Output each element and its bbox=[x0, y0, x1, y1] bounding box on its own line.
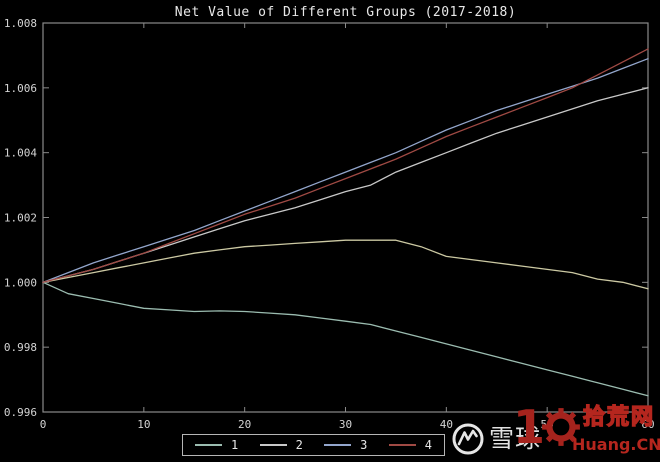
x-tick-label: 0 bbox=[40, 418, 47, 431]
legend-label: 2 bbox=[295, 438, 303, 452]
legend-label: 1 bbox=[231, 438, 239, 452]
legend: 1 2 3 4 bbox=[182, 434, 445, 456]
y-tick-label: 0.996 bbox=[4, 406, 37, 419]
y-tick-label: 1.008 bbox=[4, 17, 37, 30]
plot-border bbox=[42, 22, 649, 413]
legend-item-3: 3 bbox=[324, 439, 367, 451]
x-tick-label: 50 bbox=[541, 418, 554, 431]
legend-line-sample bbox=[195, 444, 222, 446]
series-line-1 bbox=[42, 281, 649, 397]
y-tick-label: 1.006 bbox=[4, 82, 37, 95]
y-tick-label: 1.002 bbox=[4, 212, 37, 225]
y-tick-label: 1.004 bbox=[4, 147, 37, 160]
x-tick-label: 30 bbox=[339, 418, 352, 431]
x-tick-label: 10 bbox=[137, 418, 150, 431]
x-tick-label: 40 bbox=[440, 418, 453, 431]
legend-label: 4 bbox=[424, 438, 432, 452]
x-tick-label: 60 bbox=[641, 418, 654, 431]
series-line-3 bbox=[42, 58, 649, 283]
y-tick-label: 1.000 bbox=[4, 276, 37, 289]
series-line-unlabeled bbox=[42, 239, 649, 290]
legend-label: 3 bbox=[360, 438, 368, 452]
legend-line-sample bbox=[388, 444, 416, 446]
series-line-2 bbox=[42, 87, 649, 283]
legend-item-1: 1 bbox=[195, 439, 238, 451]
x-tick-label: 20 bbox=[238, 418, 251, 431]
legend-item-4: 4 bbox=[388, 438, 432, 452]
chart-title: Net Value of Different Groups (2017-2018… bbox=[174, 5, 517, 20]
legend-item-2: 2 bbox=[259, 438, 303, 452]
series-line-4 bbox=[42, 48, 649, 283]
legend-line-sample bbox=[259, 444, 287, 446]
legend-line-sample bbox=[324, 444, 352, 446]
y-tick-label: 0.998 bbox=[4, 341, 37, 354]
